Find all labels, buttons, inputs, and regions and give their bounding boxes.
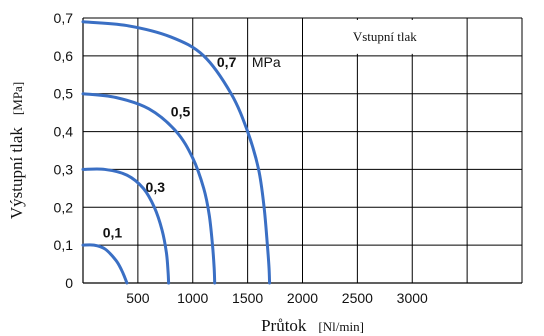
- series-label: 0,1: [103, 225, 123, 241]
- x-tick-label: 500: [126, 290, 150, 306]
- x-tick-label: 1500: [232, 290, 263, 306]
- x-axis-title: Průtok [Nl/min]: [261, 316, 364, 335]
- y-tick-label: 0,6: [54, 48, 74, 64]
- y-tick-label: 0,5: [54, 86, 74, 102]
- y-tick-label: 0,2: [54, 199, 74, 215]
- series-label: 0,3: [146, 179, 166, 195]
- series-line-0-5: [81, 92, 217, 285]
- legend-title: Vstupní tlak: [353, 29, 417, 44]
- y-tick-label: 0: [65, 275, 73, 291]
- tick-labels: 0 0,1 0,2 0,3 0,4 0,5 0,6 0,7 500 1000 1500 2000 250…: [54, 10, 428, 306]
- x-axis-title-text: Průtok: [261, 316, 307, 335]
- x-tick-label: 3000: [397, 290, 428, 306]
- x-axis-unit: [Nl/min]: [318, 319, 364, 334]
- y-axis-unit: [MPa]: [10, 82, 25, 115]
- y-tick-label: 0,4: [54, 124, 74, 140]
- legend-box-frame: [304, 20, 466, 54]
- y-tick-label: 0,3: [54, 161, 74, 177]
- legend-box: Vstupní tlak: [304, 20, 466, 54]
- x-tick-label: 1000: [177, 290, 208, 306]
- series-labels: 0,1 0,3 0,5 0,7: [103, 54, 237, 240]
- series-line-0-1: [81, 243, 129, 285]
- x-tick-label: 2500: [342, 290, 373, 306]
- y-tick-label: 0,1: [54, 237, 74, 253]
- series-label: 0,7: [217, 54, 237, 70]
- y-axis-title-text: Výstupní tlak: [7, 127, 26, 220]
- series-lines: [81, 20, 272, 285]
- y-axis-title: Výstupní tlak [MPa]: [7, 82, 26, 219]
- y-tick-label: 0,7: [54, 10, 74, 26]
- series-line-0-7: [81, 20, 272, 285]
- x-tick-label: 2000: [287, 290, 318, 306]
- series-line-0-3: [81, 167, 171, 285]
- grid: [83, 17, 523, 283]
- series-label: 0,5: [171, 103, 191, 119]
- axes: [82, 18, 522, 284]
- unit-annotation: MPa: [252, 54, 281, 70]
